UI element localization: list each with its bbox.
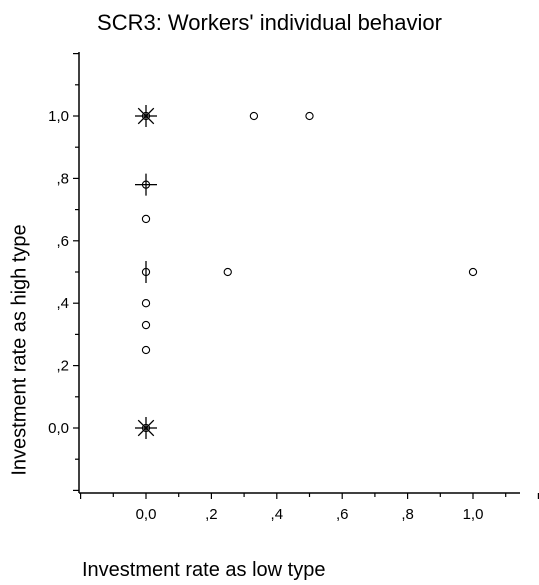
point-petal [145, 419, 155, 429]
y-axis-label: Investment rate as high type [8, 224, 31, 476]
data-point [141, 299, 151, 308]
y-tick-label: ,6 [56, 233, 69, 250]
data-point [305, 111, 314, 121]
data-point [135, 105, 157, 127]
point-marker [223, 267, 232, 277]
point-petal [137, 419, 147, 429]
data-point [249, 111, 259, 121]
x-ticks: 0,0 ,2 ,4 ,6 ,8 1,0 [79, 493, 539, 523]
point-petal [137, 427, 147, 437]
y-ticks: 0,0 ,2 ,4 ,6 ,8 1,0 [48, 52, 79, 491]
point-marker [249, 111, 259, 121]
data-point [141, 214, 151, 224]
x-tick-label: ,8 [401, 506, 414, 523]
y-tick-label: 1,0 [48, 108, 69, 125]
point-marker [141, 214, 151, 224]
data-point [141, 261, 151, 283]
data-point [135, 173, 157, 196]
data-points [135, 105, 478, 439]
data-point [141, 320, 151, 330]
x-axis-label: Investment rate as low type [82, 559, 326, 581]
data-point [135, 417, 157, 439]
point-marker [305, 111, 314, 121]
point-petal [145, 427, 155, 437]
point-petal [137, 115, 147, 125]
point-marker [141, 345, 151, 355]
y-tick-label: 0,0 [48, 420, 69, 437]
point-marker [468, 267, 478, 277]
x-tick-label: ,4 [271, 506, 284, 523]
x-tick-label: 0,0 [136, 506, 157, 523]
point-marker [141, 320, 151, 330]
data-point [223, 267, 232, 277]
point-petal [137, 107, 147, 117]
chart-title: SCR3: Workers' individual behavior [97, 10, 442, 35]
x-tick-label: 1,0 [463, 506, 484, 523]
point-petal [145, 107, 155, 117]
data-point [468, 267, 478, 277]
y-tick-label: ,8 [56, 170, 69, 187]
x-tick-label: ,6 [336, 506, 349, 523]
data-point [141, 345, 151, 355]
point-petal [145, 115, 155, 125]
x-tick-label: ,2 [205, 506, 218, 523]
point-marker [141, 299, 151, 308]
y-tick-label: ,2 [56, 358, 69, 375]
y-tick-label: ,4 [56, 295, 69, 312]
